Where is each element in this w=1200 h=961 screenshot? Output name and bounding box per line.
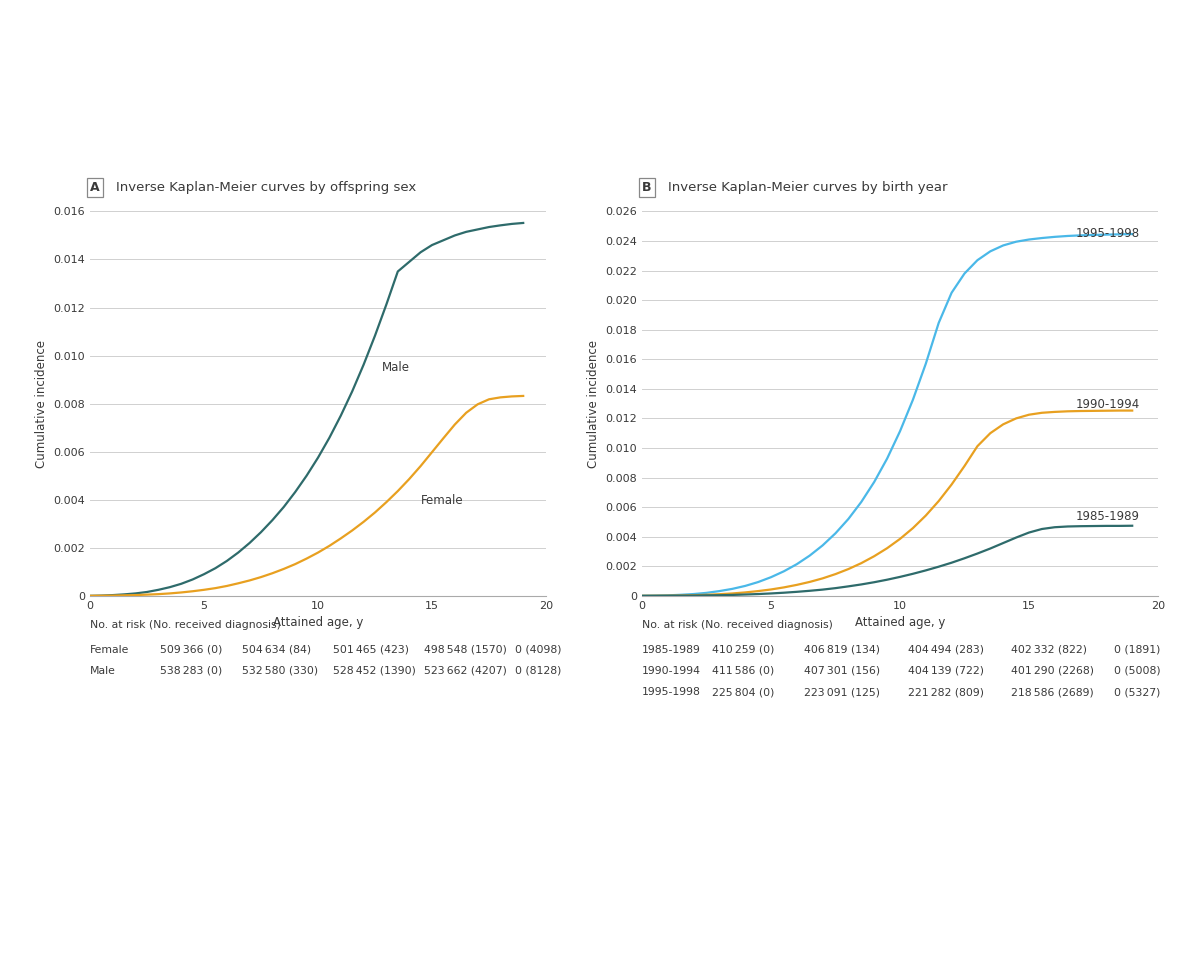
Text: 404 139 (722): 404 139 (722): [907, 666, 984, 676]
Text: 223 091 (125): 223 091 (125): [804, 687, 881, 697]
Text: 501 465 (423): 501 465 (423): [332, 645, 409, 654]
Text: 401 290 (2268): 401 290 (2268): [1010, 666, 1094, 676]
Text: 1990-1994: 1990-1994: [642, 666, 701, 676]
Text: 0 (5327): 0 (5327): [1114, 687, 1160, 697]
Text: 0 (5008): 0 (5008): [1114, 666, 1160, 676]
Text: 404 494 (283): 404 494 (283): [907, 645, 984, 654]
Text: Inverse Kaplan-Meier curves by birth year: Inverse Kaplan-Meier curves by birth yea…: [668, 181, 948, 194]
Y-axis label: Cumulative incidence: Cumulative incidence: [587, 339, 600, 468]
Text: 1985-1989: 1985-1989: [1075, 510, 1140, 523]
Text: B: B: [642, 181, 652, 194]
Y-axis label: Cumulative incidence: Cumulative incidence: [35, 339, 48, 468]
X-axis label: Attained age, y: Attained age, y: [854, 616, 946, 629]
Text: 523 662 (4207): 523 662 (4207): [424, 666, 506, 676]
Text: 221 282 (809): 221 282 (809): [907, 687, 984, 697]
Text: Female: Female: [90, 645, 130, 654]
Text: Female: Female: [421, 494, 463, 507]
Text: 528 452 (1390): 528 452 (1390): [332, 666, 415, 676]
Text: 1985-1989: 1985-1989: [642, 645, 701, 654]
Text: 218 586 (2689): 218 586 (2689): [1010, 687, 1093, 697]
Text: 407 301 (156): 407 301 (156): [804, 666, 881, 676]
Text: 1990-1994: 1990-1994: [1075, 398, 1140, 411]
Text: 0 (1891): 0 (1891): [1114, 645, 1160, 654]
Text: 498 548 (1570): 498 548 (1570): [424, 645, 506, 654]
Text: 509 366 (0): 509 366 (0): [160, 645, 222, 654]
Text: Inverse Kaplan-Meier curves by offspring sex: Inverse Kaplan-Meier curves by offspring…: [116, 181, 416, 194]
Text: 1995-1998: 1995-1998: [642, 687, 701, 697]
Text: 406 819 (134): 406 819 (134): [804, 645, 881, 654]
Text: Male: Male: [90, 666, 116, 676]
Text: 0 (4098): 0 (4098): [515, 645, 562, 654]
Text: 1995-1998: 1995-1998: [1075, 227, 1140, 240]
Text: 0 (8128): 0 (8128): [515, 666, 562, 676]
Text: 532 580 (330): 532 580 (330): [241, 666, 318, 676]
Text: 225 804 (0): 225 804 (0): [712, 687, 774, 697]
Text: 410 259 (0): 410 259 (0): [712, 645, 774, 654]
Text: 504 634 (84): 504 634 (84): [241, 645, 311, 654]
Text: No. at risk (No. received diagnosis): No. at risk (No. received diagnosis): [90, 620, 281, 629]
Text: 538 283 (0): 538 283 (0): [160, 666, 222, 676]
Text: 402 332 (822): 402 332 (822): [1010, 645, 1087, 654]
Text: Male: Male: [382, 361, 410, 374]
X-axis label: Attained age, y: Attained age, y: [272, 616, 364, 629]
Text: 411 586 (0): 411 586 (0): [712, 666, 774, 676]
Text: A: A: [90, 181, 100, 194]
Text: No. at risk (No. received diagnosis): No. at risk (No. received diagnosis): [642, 620, 833, 629]
